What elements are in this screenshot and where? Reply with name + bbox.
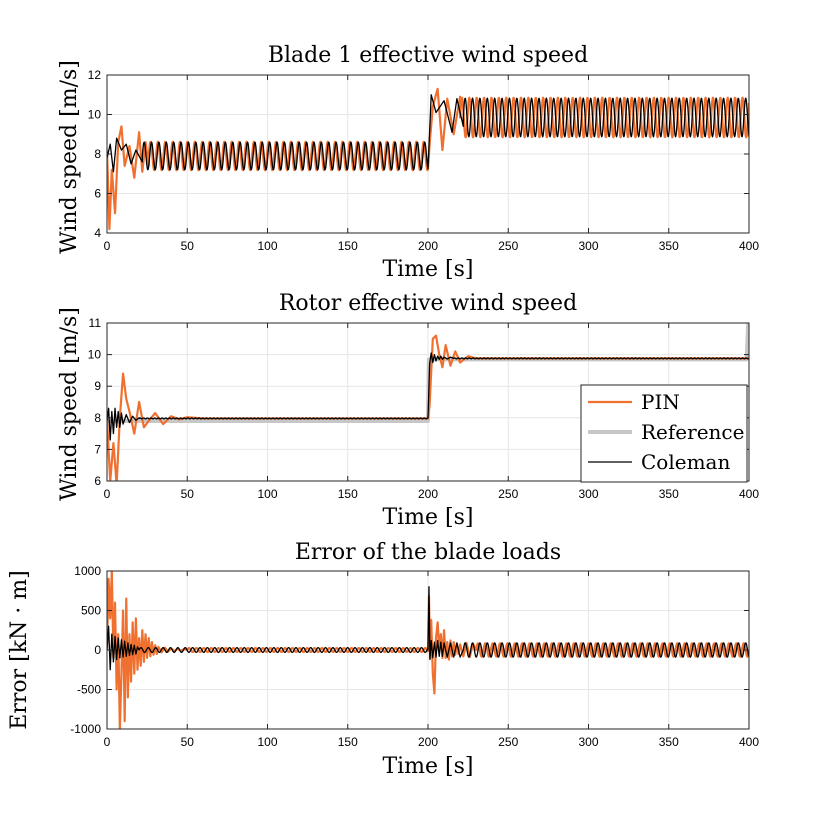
x-tick-label: 150 [338,735,358,749]
y-tick-label: 7 [94,442,101,456]
y-tick-label: 11 [89,316,102,330]
y-tick-label: 9 [94,379,101,393]
y-tick-label: 12 [88,68,102,82]
x-tick-label: 100 [257,735,277,749]
y-tick-label: 0 [94,643,101,657]
x-tick-label: 0 [104,487,111,501]
panel-blade1-wind-speed: Blade 1 effective wind speed 0 50 100 150 20… [57,43,759,282]
x-tick-label: 0 [104,239,111,253]
x-tick-label: 150 [338,239,358,253]
x-axis-label: Time [s] [382,754,473,779]
x-tick-label: 400 [739,487,759,501]
y-tick-label: 1000 [74,564,101,578]
y-tick-label: 8 [94,411,101,425]
x-tick-label: 300 [578,735,598,749]
y-tick-label: 4 [94,226,101,240]
panel-blade-load-error: Error of the blade loads 0 50 100 150 200 250… [7,540,759,779]
x-tick-label: 350 [659,487,679,501]
x-tick-label: 350 [659,239,679,253]
chart-title: Error of the blade loads [295,540,561,565]
x-axis-label: Time [s] [382,257,473,282]
x-tick-label: 150 [338,487,358,501]
x-tick-label: 400 [739,735,759,749]
y-tick-label: 6 [94,187,101,201]
legend-label-coleman: Coleman [641,450,730,474]
x-tick-label: 200 [418,735,438,749]
y-tick-label: -500 [77,683,101,697]
chart-title: Rotor effective wind speed [279,291,577,316]
x-tick-label: 250 [498,239,518,253]
y-tick-label: -1000 [70,722,101,736]
x-tick-label: 250 [498,487,518,501]
x-tick-label: 50 [181,735,195,749]
x-tick-label: 200 [418,487,438,501]
legend: PIN Reference Coleman [580,384,748,483]
y-axis-label: Error [kN · m] [7,570,32,729]
y-tick-label: 10 [88,348,102,362]
x-tick-label: 100 [257,487,277,501]
panel-rotor-wind-speed: Rotor effective wind speed 0 50 100 150 200 2… [57,291,759,530]
y-axis-label: Wind speed [m/s] [57,60,82,254]
x-tick-label: 300 [578,487,598,501]
x-tick-label: 200 [418,239,438,253]
series-line-coleman [107,586,749,671]
y-tick-label: 10 [88,108,102,122]
y-tick-label: 8 [94,147,101,161]
x-tick-label: 50 [181,239,195,253]
legend-label-reference: Reference [641,420,744,444]
series-line-coleman [107,352,749,441]
x-tick-label: 0 [104,735,111,749]
y-tick-label: 6 [94,474,101,488]
x-tick-label: 250 [498,735,518,749]
series-line-coleman [107,94,749,173]
x-tick-label: 300 [578,239,598,253]
x-axis-label: Time [s] [382,505,473,530]
x-tick-label: 350 [659,735,679,749]
y-axis-label: Wind speed [m/s] [57,307,82,501]
x-tick-label: 400 [739,239,759,253]
x-tick-label: 50 [181,487,195,501]
x-tick-label: 100 [257,239,277,253]
y-tick-label: 500 [81,604,101,618]
chart-title: Blade 1 effective wind speed [268,43,588,68]
legend-label-pin: PIN [641,390,680,414]
